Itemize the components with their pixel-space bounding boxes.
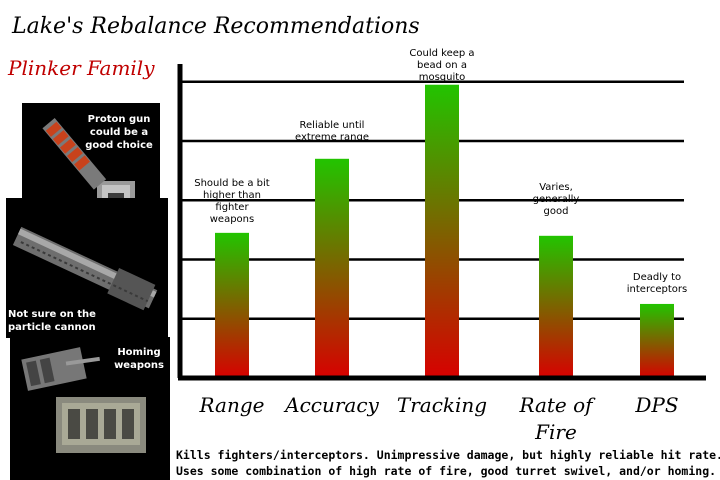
bar-annotation: Could keep a bead on a mosquito <box>409 48 475 83</box>
bar-chart <box>177 64 706 381</box>
bar-annotation: Deadly to interceptors <box>626 272 688 295</box>
category-label: Rate of Fire <box>519 393 593 444</box>
proton-gun-label: Proton gun could be a good choice <box>85 114 153 151</box>
bar-range <box>215 232 249 378</box>
bar-rate-of-fire <box>539 235 573 378</box>
bar-annotation: Varies, generally good <box>532 182 580 217</box>
bar-tracking <box>425 84 459 379</box>
summary-text: Kills fighters/interceptors. Unimpressiv… <box>176 447 720 479</box>
category-label: Accuracy <box>285 393 379 417</box>
category-label: Range <box>199 393 265 417</box>
category-label: DPS <box>635 393 679 417</box>
particle-cannon-icon <box>12 226 158 311</box>
homing-launcher-icon <box>21 347 146 453</box>
bar-accuracy <box>315 158 349 378</box>
category-label: Tracking <box>396 393 488 417</box>
bar-dps <box>640 303 674 378</box>
particle-cannon-panel: Not sure on the particle cannon <box>6 198 168 338</box>
summary-line-1: Kills fighters/interceptors. Unimpressiv… <box>176 448 720 462</box>
summary-line-2: Uses some combination of high rate of fi… <box>176 464 717 478</box>
bar-annotation: Should be a bit higher than fighter weap… <box>194 178 270 225</box>
homing-label: Homing weapons <box>114 347 164 371</box>
page-title: Lake's Rebalance Recommendations <box>12 14 420 39</box>
page-subtitle: Plinker Family <box>8 56 155 80</box>
homing-panel: Homing weapons <box>10 337 170 480</box>
bar-annotation: Reliable until extreme range <box>294 120 369 143</box>
particle-cannon-label: Not sure on the particle cannon <box>8 309 96 333</box>
